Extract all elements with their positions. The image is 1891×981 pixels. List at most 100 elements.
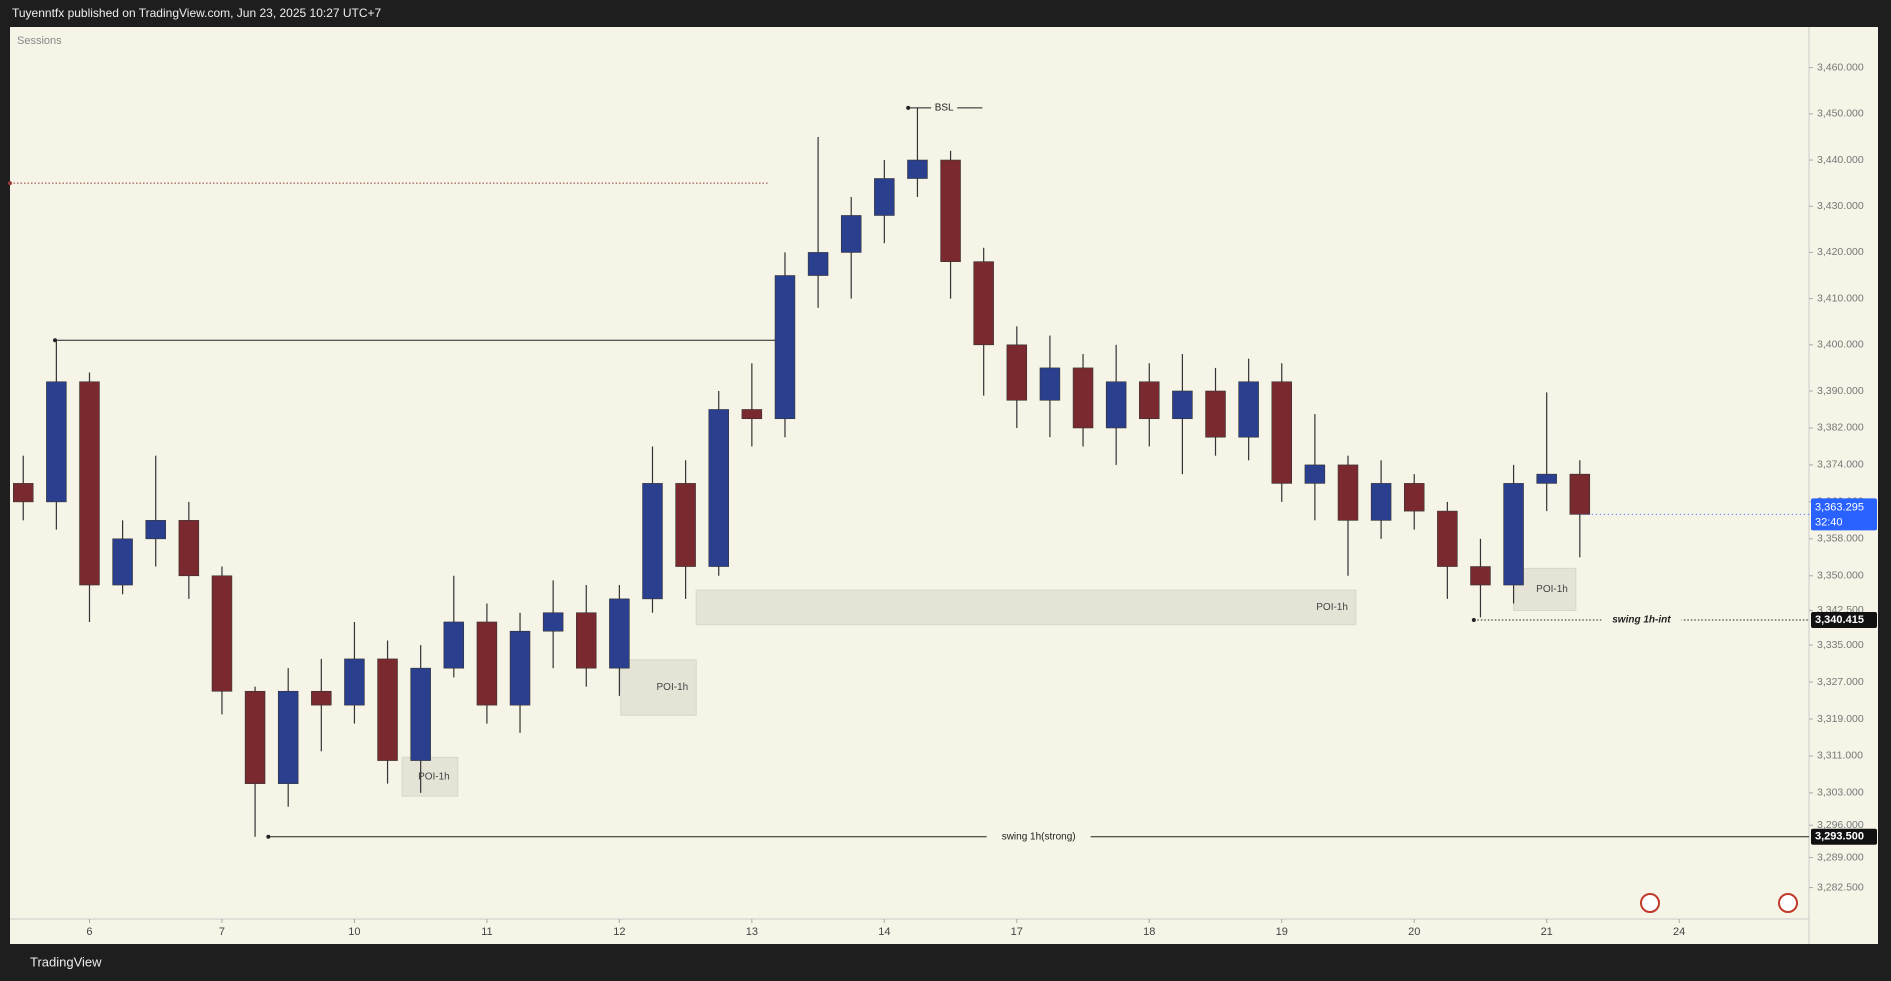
y-tick-label: 3,390.000	[1817, 385, 1864, 397]
candle-body	[1072, 367, 1094, 429]
poi-zone	[695, 589, 1357, 626]
candle-body	[443, 621, 465, 669]
y-tick-label: 3,335.000	[1817, 639, 1864, 651]
countdown: 32:40	[1815, 516, 1843, 528]
y-tick-label: 3,327.000	[1817, 676, 1864, 688]
candle-body	[708, 409, 729, 567]
candle-body	[907, 159, 928, 179]
y-tick-label: 3,382.000	[1817, 422, 1864, 434]
candle-body	[1304, 464, 1326, 484]
level-label-bg	[986, 829, 1091, 844]
candle-body	[1503, 483, 1524, 586]
level-label: BSL	[935, 102, 954, 113]
y-tick-label: 3,450.000	[1817, 108, 1864, 120]
level-anchor	[8, 181, 12, 186]
candle-body	[1536, 473, 1557, 484]
y-tick-label: 3,400.000	[1817, 339, 1864, 351]
level-label: swing 1h-int	[1612, 615, 1671, 626]
last-price-tag	[1811, 498, 1877, 531]
candle-body	[509, 630, 531, 706]
price-tag-label: 3,293.500	[1815, 831, 1864, 843]
candle-body	[311, 690, 332, 706]
candle-body	[1337, 464, 1359, 521]
poi-zone	[620, 659, 697, 716]
candle-body	[874, 178, 895, 216]
last-price-label: 3,363.295	[1815, 501, 1864, 513]
candle-body	[576, 612, 597, 669]
brand: TradingView	[30, 954, 102, 969]
x-tick-label: 12	[613, 926, 625, 938]
candle-body	[344, 658, 365, 706]
level-anchor	[906, 105, 911, 110]
price-tag	[1811, 828, 1877, 845]
candle-body	[1370, 483, 1392, 521]
poi-label: POI-1h	[1316, 602, 1348, 613]
candle-body	[542, 612, 564, 632]
candle-body	[112, 538, 133, 586]
candle-body	[1569, 473, 1591, 515]
candle-body	[476, 621, 498, 706]
x-tick-label: 19	[1276, 926, 1288, 938]
poi-label: POI-1h	[657, 682, 689, 693]
x-tick-label: 18	[1143, 926, 1155, 938]
candle-body	[1039, 367, 1061, 401]
y-tick-label: 3,319.000	[1817, 713, 1864, 725]
event-flag[interactable]	[1778, 893, 1798, 913]
candle-body	[609, 598, 630, 669]
candle-body	[377, 658, 398, 761]
x-tick-label: 6	[86, 926, 92, 938]
y-tick-label: 3,440.000	[1817, 154, 1864, 166]
indicator-label: Sessions	[17, 35, 62, 47]
candle-body	[244, 690, 266, 784]
candle-body	[741, 409, 763, 420]
x-tick-label: 7	[219, 926, 225, 938]
event-flag[interactable]	[1640, 893, 1660, 913]
publisher-line: Tuyenntfx published on TradingView.com, …	[12, 6, 382, 20]
y-tick-label: 3,296.000	[1817, 819, 1864, 831]
candle-body	[1105, 381, 1127, 429]
candle-body	[13, 483, 34, 503]
candle-body	[79, 381, 100, 586]
candle-body	[410, 667, 431, 761]
y-tick-label: 3,420.000	[1817, 246, 1864, 258]
candle-body	[277, 690, 299, 784]
candle-body	[1205, 390, 1226, 438]
x-tick-label: 21	[1541, 926, 1553, 938]
candle-body	[1437, 510, 1458, 567]
level-label: swing 1h(strong)	[1002, 831, 1076, 842]
y-tick-label: 3,410.000	[1817, 292, 1864, 304]
x-tick-label: 20	[1408, 926, 1420, 938]
x-tick-label: 11	[481, 926, 492, 938]
candle-body	[46, 381, 67, 503]
x-tick-label: 24	[1673, 926, 1685, 938]
candle-body	[1238, 381, 1259, 438]
candle-body	[178, 520, 200, 577]
candle-body	[211, 575, 233, 692]
y-tick-label: 3,350.000	[1817, 570, 1864, 582]
candle-body	[145, 520, 166, 540]
level-label-bg	[1601, 613, 1682, 628]
level-anchor	[1471, 618, 1476, 623]
candle-body	[1172, 390, 1193, 420]
y-tick-label: 3,460.000	[1817, 61, 1864, 73]
x-tick-label: 13	[746, 926, 758, 938]
price-tag-label: 3,340.415	[1815, 614, 1864, 626]
y-tick-label: 3,282.500	[1817, 881, 1864, 893]
candle-body	[774, 275, 796, 420]
y-tick-label: 3,303.000	[1817, 787, 1864, 799]
poi-zone	[1513, 567, 1577, 611]
level-anchor	[266, 834, 271, 839]
candle-body	[675, 483, 696, 567]
x-tick-label: 10	[348, 926, 360, 938]
y-tick-label: 3,374.000	[1817, 459, 1864, 471]
y-tick-label: 3,430.000	[1817, 200, 1864, 212]
y-tick-label: 3,289.000	[1817, 851, 1864, 863]
candle-body	[1271, 381, 1292, 484]
x-tick-label: 14	[878, 926, 890, 938]
poi-label: POI-1h	[1536, 584, 1568, 595]
candle-body	[807, 252, 829, 276]
candle-body	[1470, 566, 1491, 586]
y-tick-label: 3,358.000	[1817, 533, 1864, 545]
